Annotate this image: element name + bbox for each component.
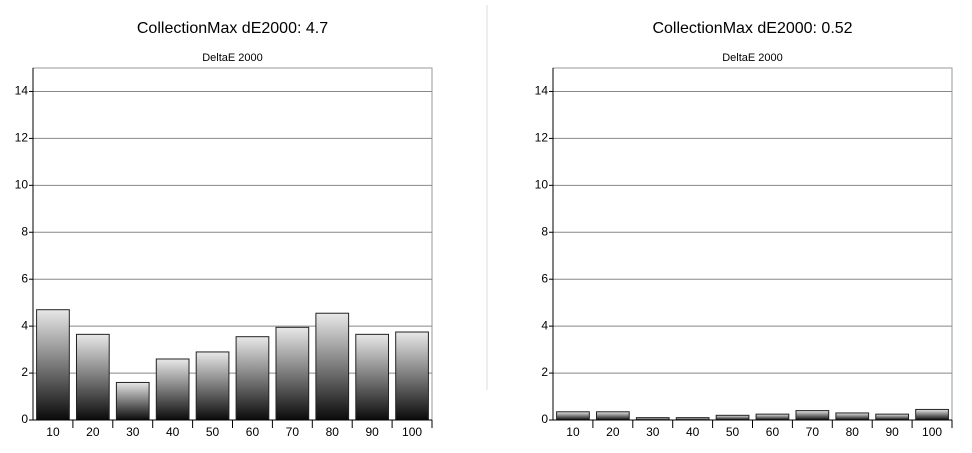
y-tick-label: 8	[541, 224, 548, 238]
x-tick-label: 80	[846, 425, 860, 439]
x-tick-label: 70	[286, 425, 300, 439]
bar	[795, 410, 830, 421]
x-tick-label: 10	[46, 425, 60, 439]
y-tick-label: 8	[21, 224, 28, 238]
bar	[235, 336, 270, 421]
bar	[75, 333, 110, 421]
bar	[395, 331, 429, 421]
bar	[755, 413, 790, 421]
bar	[155, 358, 190, 421]
y-tick-label: 0	[541, 412, 548, 426]
x-tick-label: 70	[806, 425, 820, 439]
y-tick-label: 14	[15, 84, 29, 98]
y-tick-label: 4	[21, 318, 28, 332]
bar	[195, 351, 230, 421]
x-tick-label: 100	[402, 425, 422, 439]
bar	[36, 309, 70, 421]
chart-title: CollectionMax dE2000: 4.7	[137, 20, 328, 37]
x-tick-label: 20	[606, 425, 620, 439]
x-tick-label: 60	[246, 425, 260, 439]
x-tick-label: 40	[686, 425, 700, 439]
y-tick-label: 10	[15, 178, 29, 192]
x-tick-label: 90	[885, 425, 899, 439]
y-tick-label: 6	[21, 271, 28, 285]
chart-subtitle: DeltaE 2000	[722, 52, 783, 64]
x-tick-label: 100	[922, 425, 942, 439]
chart-title: CollectionMax dE2000: 0.52	[652, 20, 852, 37]
x-tick-label: 60	[766, 425, 780, 439]
y-tick-label: 0	[21, 412, 28, 426]
x-tick-label: 90	[365, 425, 379, 439]
plot-frame	[552, 67, 953, 421]
x-tick-label: 20	[86, 425, 100, 439]
x-tick-label: 50	[206, 425, 220, 439]
x-tick-label: 10	[566, 425, 580, 439]
x-tick-label: 30	[126, 425, 140, 439]
y-tick-label: 2	[21, 365, 28, 379]
y-tick-label: 12	[15, 131, 29, 145]
y-tick-label: 6	[541, 271, 548, 285]
y-tick-label: 4	[541, 318, 548, 332]
bar	[835, 412, 870, 421]
bar	[355, 333, 390, 421]
bar	[556, 411, 590, 421]
bar	[115, 381, 150, 421]
bar	[315, 312, 350, 421]
bar	[875, 413, 910, 421]
y-tick-label: 2	[541, 365, 548, 379]
x-tick-label: 30	[646, 425, 660, 439]
y-tick-label: 14	[535, 84, 549, 98]
bar	[715, 414, 750, 421]
x-tick-label: 80	[326, 425, 340, 439]
y-tick-label: 10	[535, 178, 549, 192]
chart-subtitle: DeltaE 2000	[202, 52, 263, 64]
x-tick-label: 50	[726, 425, 740, 439]
bar	[915, 408, 949, 421]
bar	[275, 326, 310, 421]
bar	[595, 411, 630, 421]
x-tick-label: 40	[166, 425, 180, 439]
y-tick-label: 12	[535, 131, 549, 145]
